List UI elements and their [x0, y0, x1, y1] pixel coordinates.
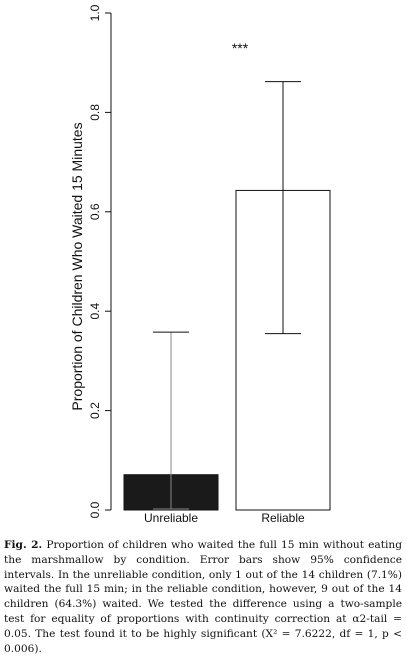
x-tick-label: Unreliable	[144, 511, 198, 525]
y-axis: 0.0 0.2 0.4 0.6 0.8 1.0	[88, 4, 112, 518]
y-axis-label: Proportion of Children Who Waited 15 Min…	[69, 122, 85, 410]
figure-caption: Fig. 2. Proportion of children who waite…	[4, 538, 402, 656]
y-tick-label: 0.4	[88, 303, 102, 320]
x-tick-label: Reliable	[261, 511, 305, 525]
error-bars	[153, 81, 301, 510]
y-tick-label: 0.8	[88, 104, 102, 121]
significance-annotation: ***	[232, 40, 249, 56]
y-tick-label: 1.0	[88, 4, 102, 21]
caption-label: Fig. 2.	[4, 539, 43, 551]
caption-text: Proportion of children who waited the fu…	[4, 539, 402, 655]
y-tick-label: 0.2	[88, 402, 102, 419]
bar-chart: 0.0 0.2 0.4 0.6 0.8 1.0 Unreliable Reliable Pr…	[69, 4, 331, 525]
x-axis-labels: Unreliable Reliable	[144, 511, 305, 525]
y-tick-label: 0.0	[88, 501, 102, 518]
bars	[123, 189, 331, 511]
y-tick-label: 0.6	[88, 203, 102, 220]
